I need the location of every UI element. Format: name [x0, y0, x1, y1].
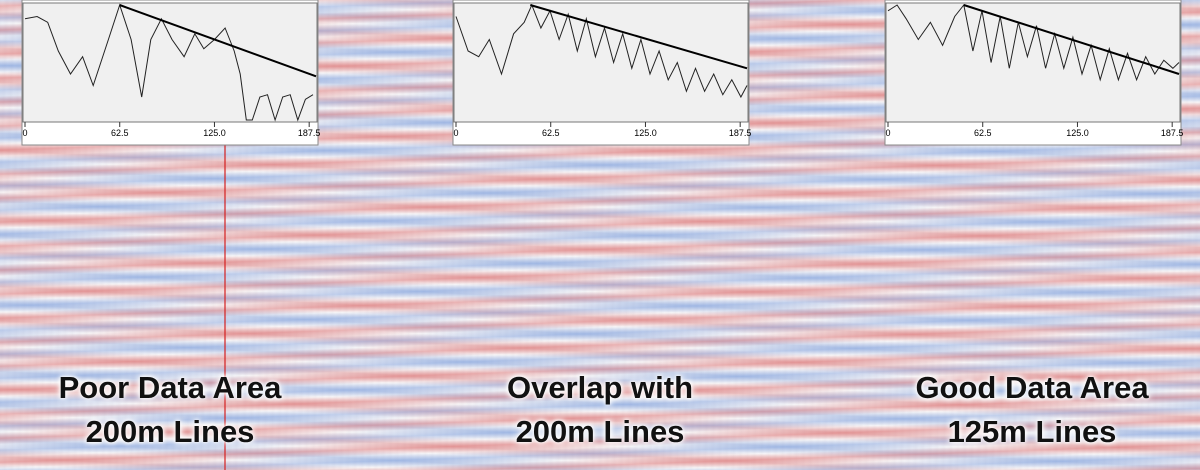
plot-area: [22, 2, 318, 123]
series-line: [530, 4, 748, 70]
caption-line: 125m Lines: [947, 414, 1117, 449]
spectrum-chart: 0 62.5 125.0 187.5: [452, 0, 752, 146]
x-tick-label: 62.5: [542, 128, 560, 138]
caption-line: 200m Lines: [515, 414, 685, 449]
x-tick-label: 62.5: [974, 128, 992, 138]
x-tick-label: 125.0: [634, 128, 657, 138]
caption-line: Poor Data Area: [58, 370, 282, 405]
series-line: [963, 4, 1180, 75]
x-tick-label: 187.5: [1161, 128, 1184, 138]
caption: Good Data Area 125m Lines: [862, 366, 1200, 454]
spectrum-chart: 0 62.5 125.0 187.5: [21, 0, 321, 146]
series-line: [887, 3, 1180, 82]
x-tick-label: 0: [22, 128, 27, 138]
caption: Overlap with 200m Lines: [430, 366, 770, 454]
caption: Poor Data Area 200m Lines: [0, 366, 340, 454]
x-tick-label: 0: [453, 128, 458, 138]
series-line: [24, 3, 314, 122]
x-tick-label: 187.5: [298, 128, 321, 138]
plot-area: [885, 2, 1181, 123]
x-tick-label: 0: [885, 128, 890, 138]
caption-line: Good Data Area: [915, 370, 1149, 405]
x-tick-label: 62.5: [111, 128, 129, 138]
caption-line: Overlap with: [506, 370, 694, 405]
series-line: [455, 3, 748, 99]
x-tick-label: 125.0: [1066, 128, 1089, 138]
plot-area: [453, 2, 749, 123]
caption-line: 200m Lines: [85, 414, 255, 449]
x-tick-label: 187.5: [729, 128, 752, 138]
spectrum-chart: 0 62.5 125.0 187.5: [884, 0, 1184, 146]
x-tick-label: 125.0: [203, 128, 226, 138]
series-line: [119, 4, 317, 78]
